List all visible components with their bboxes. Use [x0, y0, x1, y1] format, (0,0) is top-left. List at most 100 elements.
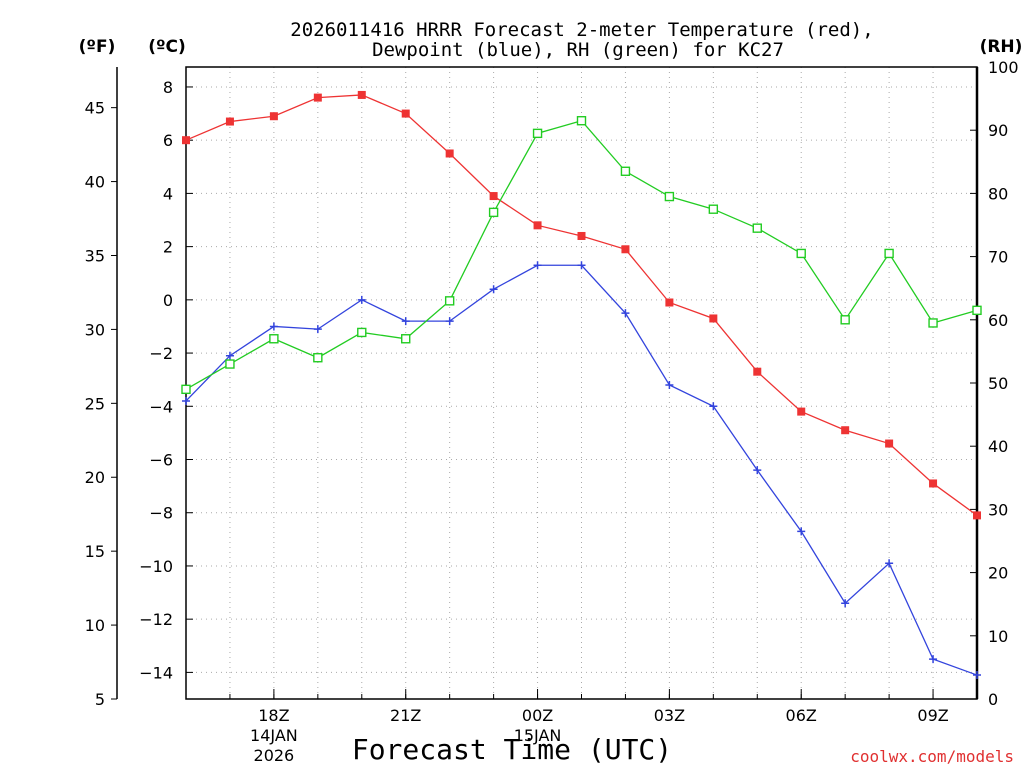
temperature-point — [401, 109, 410, 118]
rh-point — [576, 116, 587, 126]
temperature-point — [709, 314, 718, 323]
temperature-point — [753, 367, 762, 376]
celsius-tick-label: 0 — [163, 291, 173, 310]
rh-point — [532, 128, 543, 139]
dewpoint-point — [621, 309, 630, 318]
dewpoint-point — [182, 396, 190, 405]
rh-tick-label: 100 — [988, 58, 1019, 77]
dewpoint-point — [357, 295, 366, 304]
chart-title-line2: Dewpoint (blue), RH (green) for KC27 — [372, 39, 784, 61]
dewpoint-point — [533, 261, 542, 270]
celsius-tick-label: 8 — [163, 78, 173, 97]
dewpoint-point — [445, 317, 454, 326]
x-tick-label: 09Z — [917, 706, 948, 725]
temperature-point — [841, 426, 850, 435]
temperature-point — [885, 439, 894, 448]
temperature-point — [973, 511, 981, 520]
rh-point — [708, 204, 719, 214]
dewpoint-point — [753, 466, 762, 475]
fahrenheit-tick-label: 15 — [85, 542, 105, 561]
rh-point — [928, 318, 938, 328]
dewpoint-point — [973, 671, 981, 680]
temperature-point — [225, 117, 234, 126]
rh-tick-label: 40 — [988, 437, 1008, 456]
rh-point — [796, 248, 806, 259]
celsius-tick-label: −14 — [139, 663, 173, 682]
dewpoint-point — [225, 351, 234, 360]
fahrenheit-unit-label: (ºF) — [79, 37, 116, 57]
series-layer — [181, 90, 982, 680]
dewpoint-point — [577, 261, 586, 270]
celsius-tick-label: −12 — [139, 610, 173, 629]
fahrenheit-tick-label: 5 — [95, 690, 105, 709]
rh-point — [225, 359, 235, 369]
temperature-point — [533, 221, 542, 230]
temperature-point — [489, 192, 498, 201]
fahrenheit-tick-label: 35 — [85, 246, 105, 265]
rh-point — [664, 191, 675, 202]
temperature-point — [665, 298, 674, 307]
rh-tick-label: 0 — [988, 690, 998, 709]
temperature-point — [929, 479, 938, 488]
chart-axes: 86420−2−4−6−8−10−12−14454035302520151051… — [85, 58, 1019, 765]
dewpoint-point — [269, 322, 278, 331]
rh-point — [357, 327, 367, 338]
x-tick-label: 06Z — [786, 706, 817, 725]
celsius-unit-label: (ºC) — [148, 37, 186, 57]
rh-point — [488, 207, 499, 218]
x-tick-year-label: 2026 — [254, 746, 295, 765]
celsius-tick-label: −10 — [139, 557, 173, 576]
temperature-point — [445, 149, 454, 158]
chart-title-line1: 2026011416 HRRR Forecast 2-meter Tempera… — [290, 19, 873, 41]
rh-point — [972, 305, 982, 316]
dewpoint-point — [841, 599, 850, 608]
dewpoint-point — [401, 317, 410, 326]
dewpoint-point — [929, 655, 938, 664]
x-axis-label: Forecast Time (UTC) — [352, 733, 672, 766]
dewpoint-point — [797, 527, 806, 536]
rh-point — [269, 334, 279, 344]
x-tick-label: 03Z — [654, 706, 685, 725]
series-line — [185, 264, 978, 676]
temperature-point — [621, 245, 630, 254]
celsius-tick-label: −2 — [149, 344, 173, 363]
rh-point — [401, 334, 411, 344]
temperature-point — [313, 93, 322, 102]
dewpoint-point — [313, 325, 322, 334]
celsius-tick-label: −4 — [149, 397, 173, 416]
fahrenheit-tick-label: 30 — [85, 320, 105, 339]
temperature-point — [357, 90, 366, 99]
fahrenheit-tick-label: 45 — [85, 99, 105, 118]
rh-point — [752, 223, 762, 233]
rh-point — [840, 315, 850, 325]
rh-tick-label: 50 — [988, 374, 1008, 393]
series-line — [185, 119, 978, 390]
grid-lines — [186, 67, 977, 699]
dewpoint-point — [665, 380, 674, 389]
celsius-tick-label: 6 — [163, 131, 173, 150]
fahrenheit-tick-label: 20 — [85, 468, 105, 487]
dewpoint-point — [709, 402, 718, 411]
rh-point — [620, 166, 631, 176]
rh-tick-label: 70 — [988, 248, 1008, 267]
fahrenheit-tick-label: 40 — [85, 173, 105, 192]
rh-tick-label: 90 — [988, 121, 1008, 140]
rh-point — [884, 248, 894, 259]
celsius-tick-label: 4 — [163, 184, 173, 203]
celsius-tick-label: −8 — [149, 504, 173, 523]
x-tick-date-label: 14JAN — [250, 726, 298, 745]
dewpoint-point — [489, 285, 498, 294]
rh-tick-label: 10 — [988, 627, 1008, 646]
x-tick-label: 18Z — [258, 706, 289, 725]
rh-unit-label: (RH) — [980, 37, 1023, 57]
dewpoint-point — [885, 559, 894, 568]
fahrenheit-tick-label: 25 — [85, 394, 105, 413]
x-tick-label: 21Z — [390, 706, 421, 725]
rh-point — [181, 384, 191, 395]
temperature-point — [182, 136, 190, 145]
temperature-point — [577, 231, 586, 240]
credit-text: coolwx.com/models — [850, 747, 1014, 766]
rh-tick-label: 20 — [988, 564, 1008, 583]
rh-point — [313, 353, 323, 363]
